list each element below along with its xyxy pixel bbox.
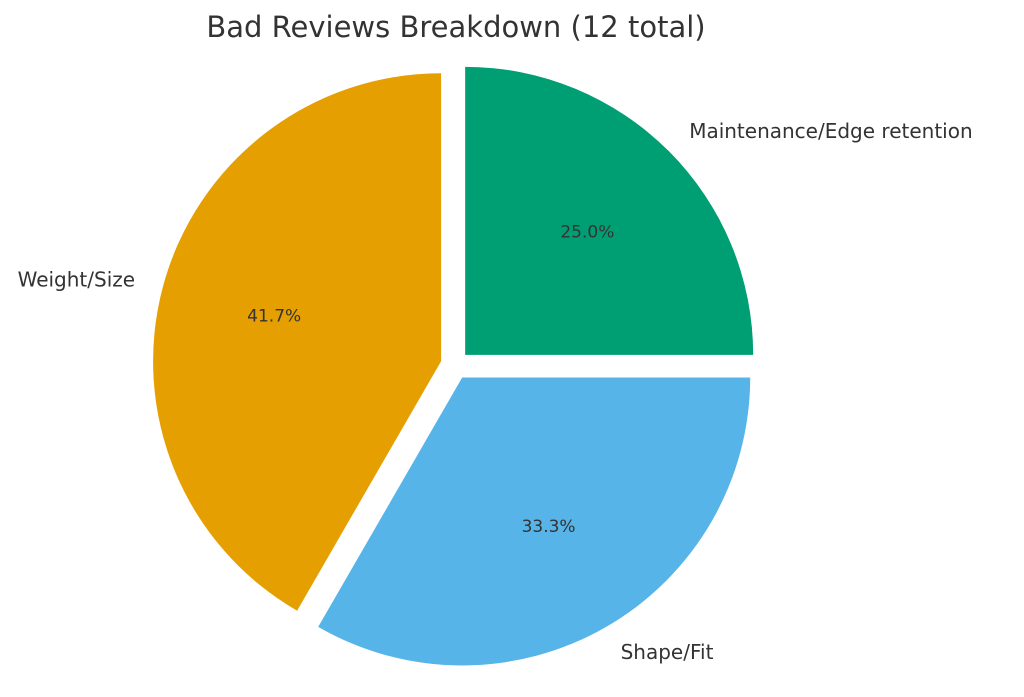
slice-label-weight-size: Weight/Size [18, 267, 135, 291]
pie-slice-weight-size [153, 73, 442, 611]
pie-slice-maintenance-edge-retention [465, 66, 754, 355]
percent-label-weight-size: 41.7% [247, 307, 301, 327]
percent-label-maintenance-edge-retention: 25.0% [560, 223, 614, 243]
percent-label-shape-fit: 33.3% [522, 517, 576, 537]
slice-label-shape-fit: Shape/Fit [621, 640, 714, 664]
pie-slices [153, 66, 754, 666]
slice-label-maintenance-edge-retention: Maintenance/Edge retention [689, 119, 972, 143]
pie-labels: 25.0% Maintenance/Edge retention 33.3% Shap… [18, 119, 973, 664]
chart-title: Bad Reviews Breakdown (12 total) [206, 10, 705, 44]
pie-slice-shape-fit [318, 377, 751, 666]
